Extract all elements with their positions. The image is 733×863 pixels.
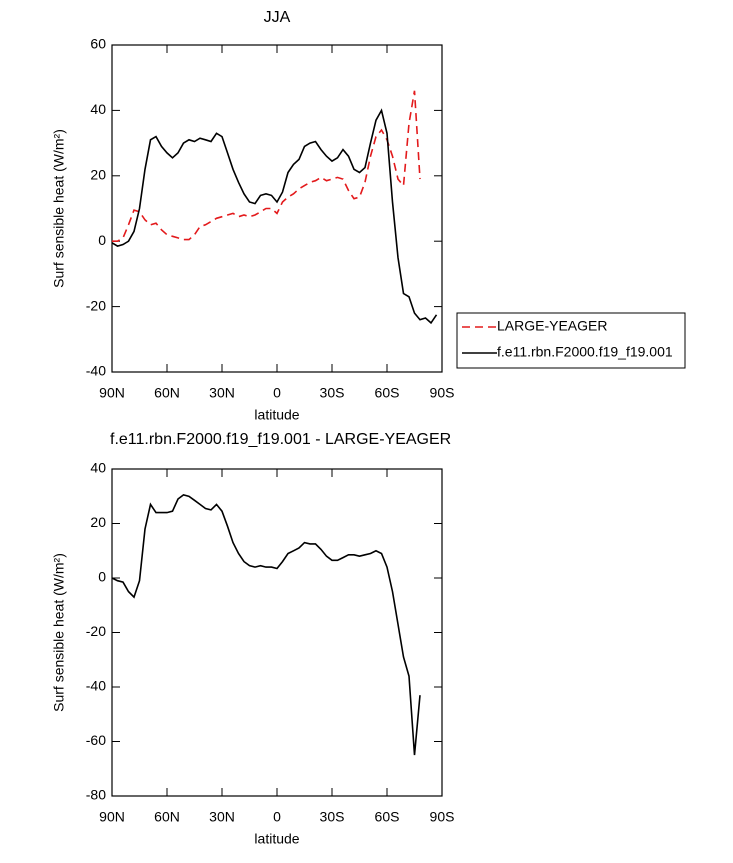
y-tick-label: 40 bbox=[90, 460, 106, 476]
x-tick-label: 30S bbox=[320, 385, 345, 401]
legend-label: LARGE-YEAGER bbox=[497, 318, 607, 334]
x-tick-label: 90N bbox=[99, 809, 125, 825]
chart-title: JJA bbox=[264, 9, 291, 26]
x-tick-label: 0 bbox=[273, 385, 281, 401]
plot-frame bbox=[111, 468, 443, 797]
x-tick-label: 90S bbox=[430, 385, 455, 401]
y-tick-label: 0 bbox=[98, 232, 106, 248]
x-tick-label: 90N bbox=[99, 385, 125, 401]
y-axis-label: Surf sensible heat (W/m²) bbox=[51, 553, 67, 712]
x-axis-label: latitude bbox=[254, 407, 299, 423]
chart-title: f.e11.rbn.F2000.f19_f19.001 - LARGE-YEAG… bbox=[110, 431, 451, 448]
x-axis-label: latitude bbox=[254, 831, 299, 847]
x-tick-label: 30N bbox=[209, 809, 235, 825]
x-tick-label: 30N bbox=[209, 385, 235, 401]
x-tick-label: 30S bbox=[320, 809, 345, 825]
x-tick-label: 90S bbox=[430, 809, 455, 825]
x-tick-label: 0 bbox=[273, 809, 281, 825]
y-tick-label: -60 bbox=[86, 732, 106, 748]
series-line bbox=[111, 494, 421, 756]
y-tick-label: -20 bbox=[86, 297, 106, 313]
x-tick-label: 60N bbox=[154, 809, 180, 825]
y-tick-label: 40 bbox=[90, 101, 106, 117]
y-tick-label: -20 bbox=[86, 623, 106, 639]
y-tick-label: 60 bbox=[90, 36, 106, 52]
y-tick-label: 0 bbox=[98, 569, 106, 585]
series-line bbox=[112, 90, 421, 242]
legend-box bbox=[456, 312, 686, 369]
y-tick-label: -40 bbox=[86, 363, 106, 379]
y-tick-label: 20 bbox=[90, 514, 106, 530]
legend-label: f.e11.rbn.F2000.f19_f19.001 bbox=[497, 344, 673, 360]
y-tick-label: -40 bbox=[86, 678, 106, 694]
x-tick-label: 60S bbox=[375, 385, 400, 401]
y-tick-label: -80 bbox=[86, 787, 106, 803]
x-tick-label: 60S bbox=[375, 809, 400, 825]
x-tick-label: 60N bbox=[154, 385, 180, 401]
y-tick-label: 20 bbox=[90, 167, 106, 183]
y-axis-label: Surf sensible heat (W/m²) bbox=[51, 129, 67, 288]
series-line bbox=[111, 108, 438, 325]
